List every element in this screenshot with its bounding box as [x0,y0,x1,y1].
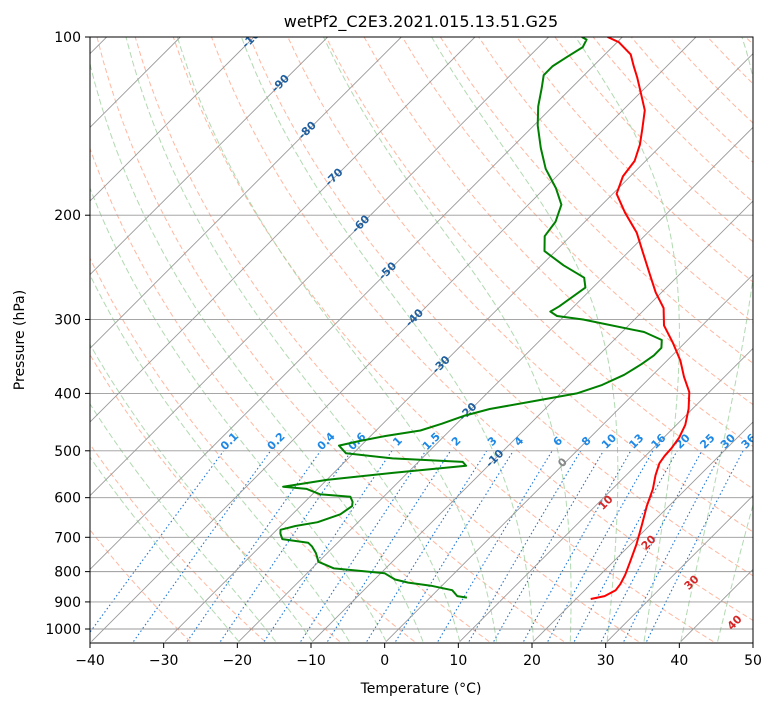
isotherm-line [164,53,753,642]
dry-adiabat-line [90,529,191,642]
x-tick-label: −40 [75,653,105,669]
y-tick-label: 900 [54,595,81,611]
chart-title: wetPf2_C2E3.2021.015.13.51.G25 [284,12,558,32]
dry-adiabat-line [134,37,639,642]
isotherm-line [90,37,476,423]
mixing-ratio-line [186,450,322,642]
isotherm-line [90,37,549,497]
x-tick-label: −20 [223,653,253,669]
dry-adiabat-line [90,147,490,642]
y-axis: 100 200 300 400 500 600 700 800 900 1000 [45,30,90,638]
y-tick-label: 800 [54,565,81,581]
y-tick-label: 600 [54,491,81,507]
x-tick-label: 30 [597,653,615,669]
mixing-ratio-line [90,450,225,634]
x-tick-label: 20 [523,653,541,669]
isotherm-line [606,495,753,642]
isotherm-line [459,347,753,642]
moist-adiabat-line [176,37,498,642]
plot-frame [89,36,754,644]
mixing-ratio-line [300,450,427,642]
dry-adiabat-line [249,37,753,577]
y-tick-label: 700 [54,530,81,546]
mixing-ratio-line [219,450,352,642]
y-tick-label: 200 [54,208,81,224]
moist-adiabat-line [90,61,424,642]
pressure-gridlines [90,37,753,630]
moist-adiabat-line [90,343,313,642]
mixing-ratio-line [327,450,452,642]
x-tick-label: 0 [380,653,389,669]
moist-adiabat-line [90,273,350,642]
y-tick-label: 1000 [45,622,81,638]
x-axis-title: Temperature (°C) [360,681,482,697]
moist-adiabats [90,37,753,642]
y-tick-label: 100 [54,30,81,46]
dry-adiabat-line [325,37,753,490]
isotherm-line [533,421,753,642]
dry-adiabat-line [516,37,753,283]
mixing-ratio-line [263,450,393,642]
x-tick-label: −10 [296,653,326,669]
moist-adiabat-line [240,37,534,642]
dry-adiabat-line [211,37,753,622]
x-tick-label: −30 [149,653,179,669]
mixing-ratio-line [523,450,632,642]
moist-adiabat-line [90,403,277,642]
y-axis-title: Pressure (hPa) [12,290,28,390]
mixing-ratio-line [646,450,744,642]
temperature-profile-line [590,37,691,600]
isotherm-line [90,37,402,349]
dewpoint-profile-line [279,37,663,599]
profiles [279,37,691,600]
isotherms [90,37,753,642]
moist-adiabat-line [125,37,461,642]
y-tick-label: 500 [54,444,81,460]
dry-adiabat-line [90,443,266,642]
x-tick-label: 10 [449,653,467,669]
dry-adiabat-line [172,37,714,642]
moist-adiabat-line [90,186,387,642]
moist-adiabat-line [575,37,680,642]
dry-adiabat-line [401,37,753,406]
moist-adiabat-line [323,37,572,642]
mixing-ratio-line [547,450,654,642]
isotherm-line [238,126,753,642]
isotherm-line [312,200,753,642]
isotherm-line [90,37,255,202]
y-tick-label: 300 [54,312,81,328]
x-tick-label: 40 [670,653,688,669]
mixing-ratio-line [573,450,678,642]
y-tick-label: 400 [54,386,81,402]
isotherm-line [90,37,623,570]
plot-area: -100-90-80-70-60-50-40-30-20-100.10.20.4… [90,37,753,643]
isotherm-line [385,274,753,642]
dry-adiabat-line [96,37,565,642]
moist-adiabat-line [90,456,240,642]
isotherm-line [90,37,328,276]
plot-background [90,37,753,643]
x-axis: −40 −30 −20 −10 0 10 20 30 40 50 [75,643,762,669]
dry-adiabat-line [90,353,341,642]
moist-adiabat-line [680,37,753,642]
x-tick-label: 50 [744,653,762,669]
mixing-ratio-line [395,450,514,642]
isotherm-line [91,37,697,642]
